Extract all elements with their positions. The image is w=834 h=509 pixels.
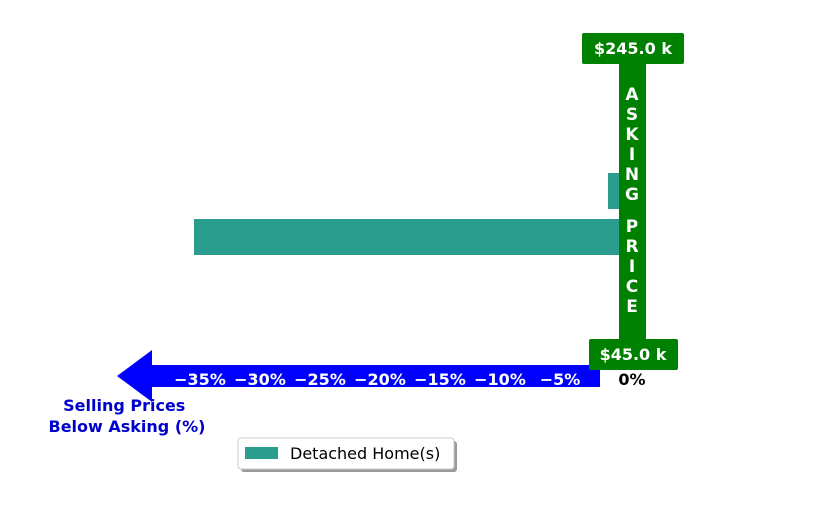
asking-price-letter: E bbox=[626, 297, 638, 317]
bar bbox=[608, 173, 620, 209]
price-bottom-box bbox=[589, 339, 678, 370]
x-tick-label: −10% bbox=[474, 370, 526, 389]
x-tick-label: −20% bbox=[354, 370, 406, 389]
asking-price-letter: C bbox=[626, 277, 638, 297]
legend-box bbox=[237, 437, 455, 470]
legend-swatch bbox=[245, 447, 278, 459]
asking-price-letter: S bbox=[626, 105, 638, 125]
x-axis-arrow bbox=[117, 350, 600, 402]
asking-price-letter: A bbox=[625, 85, 639, 105]
asking-price-band bbox=[619, 60, 646, 344]
asking-price-letter: G bbox=[625, 185, 639, 205]
x-tick-label: −25% bbox=[294, 370, 346, 389]
legend-entry-label: Detached Home(s) bbox=[290, 444, 440, 463]
x-tick-label: −35% bbox=[174, 370, 226, 389]
x-tick-label: −30% bbox=[234, 370, 286, 389]
x-tick-label: −15% bbox=[414, 370, 466, 389]
x-axis-label-line-2: Below Asking (%) bbox=[49, 417, 206, 436]
asking-price-letter: K bbox=[625, 125, 639, 145]
x-axis-label: Selling Prices Below Asking (%) bbox=[49, 396, 206, 436]
zero-tick-label: 0% bbox=[618, 370, 645, 389]
asking-price-letter: I bbox=[629, 257, 635, 277]
bar bbox=[194, 219, 620, 255]
asking-price-letter: N bbox=[625, 165, 639, 185]
price-top-label: $245.0 k bbox=[594, 39, 672, 58]
price-bottom-label: $45.0 k bbox=[600, 345, 667, 364]
asking-price-letter: R bbox=[625, 237, 638, 257]
asking-price-letter: P bbox=[626, 217, 638, 237]
asking-price-letter: I bbox=[629, 145, 635, 165]
price-top-box bbox=[582, 33, 684, 64]
x-tick-labels: −35% −30% −25% −20% −15% −10% −5% bbox=[174, 370, 580, 389]
bars-layer bbox=[194, 173, 620, 255]
x-axis-label-line-1: Selling Prices bbox=[63, 396, 185, 415]
legend: Detached Home(s) bbox=[237, 437, 457, 472]
x-tick-label: −5% bbox=[540, 370, 581, 389]
